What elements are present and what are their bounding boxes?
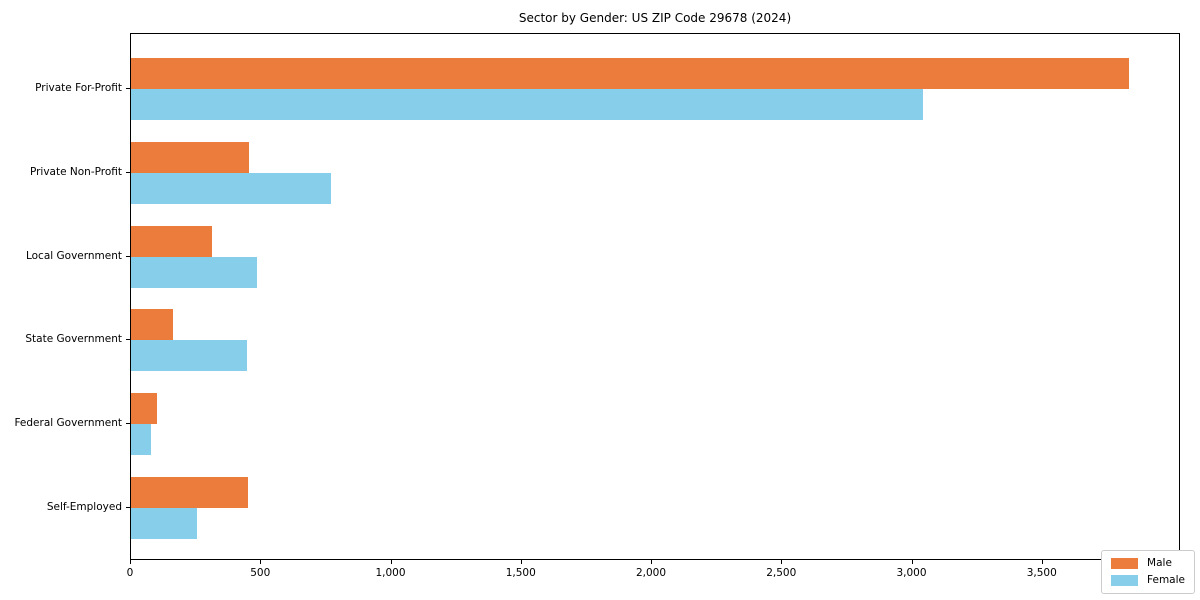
x-tick-mark <box>651 560 652 564</box>
male-series-swatch <box>1111 558 1139 569</box>
y-tick-mark <box>126 423 130 425</box>
y-axis-label: Private For-Profit <box>35 81 122 94</box>
x-tick-label: 0 <box>126 567 134 579</box>
y-axis-label: Federal Government <box>14 416 122 429</box>
bar-male-private-non-profit <box>131 141 250 173</box>
legend: Male Female <box>1101 550 1195 594</box>
bar-female-private-for-profit <box>131 89 923 120</box>
y-axis-label: Private Non-Profit <box>29 165 122 178</box>
x-tick-mark <box>390 560 392 564</box>
bar-male-federal-government <box>131 393 157 425</box>
y-tick-mark <box>126 171 130 173</box>
legend-label-male: Male <box>1147 557 1172 570</box>
x-tick-label: 1,500 <box>505 567 536 579</box>
x-tick-mark <box>781 560 783 564</box>
x-tick-mark <box>1041 560 1043 564</box>
bar-female-state-government <box>131 340 248 372</box>
bar-female-self-employed <box>131 508 198 539</box>
x-tick-label: 1,000 <box>375 567 406 579</box>
x-tick-label: 2,500 <box>766 567 797 579</box>
legend-item-male: Male <box>1111 558 1185 569</box>
x-tick-label: 2,000 <box>635 567 667 579</box>
y-axis-label: State Government <box>25 333 122 346</box>
y-tick-mark <box>126 507 130 508</box>
bar-male-local-government <box>131 225 213 257</box>
bar-male-state-government <box>131 309 173 341</box>
y-tick-mark <box>126 255 130 257</box>
bar-female-private-non-profit <box>131 172 332 204</box>
bar-male-private-for-profit <box>131 58 1130 89</box>
x-tick-mark <box>130 560 131 564</box>
plot-area <box>130 33 1180 560</box>
y-tick-mark <box>126 339 130 341</box>
chart-title: Sector by Gender: US ZIP Code 29678 (202… <box>518 11 792 25</box>
y-axis-label: Self-Employed <box>46 500 122 513</box>
bar-male-self-employed <box>131 477 248 508</box>
y-axis-label: Local Government <box>25 249 122 262</box>
female-series-swatch <box>1111 575 1139 586</box>
x-tick-label: 500 <box>250 567 271 579</box>
x-tick-label: 3,500 <box>1026 567 1057 579</box>
bar-female-local-government <box>131 256 257 288</box>
y-tick-mark <box>126 88 130 89</box>
bar-female-federal-government <box>131 424 152 456</box>
x-tick-mark <box>520 560 522 564</box>
x-tick-mark <box>911 560 913 564</box>
legend-label-female: Female <box>1147 574 1185 587</box>
x-tick-label: 3,000 <box>896 567 927 579</box>
legend-item-female: Female <box>1111 575 1185 586</box>
x-tick-mark <box>260 560 262 564</box>
